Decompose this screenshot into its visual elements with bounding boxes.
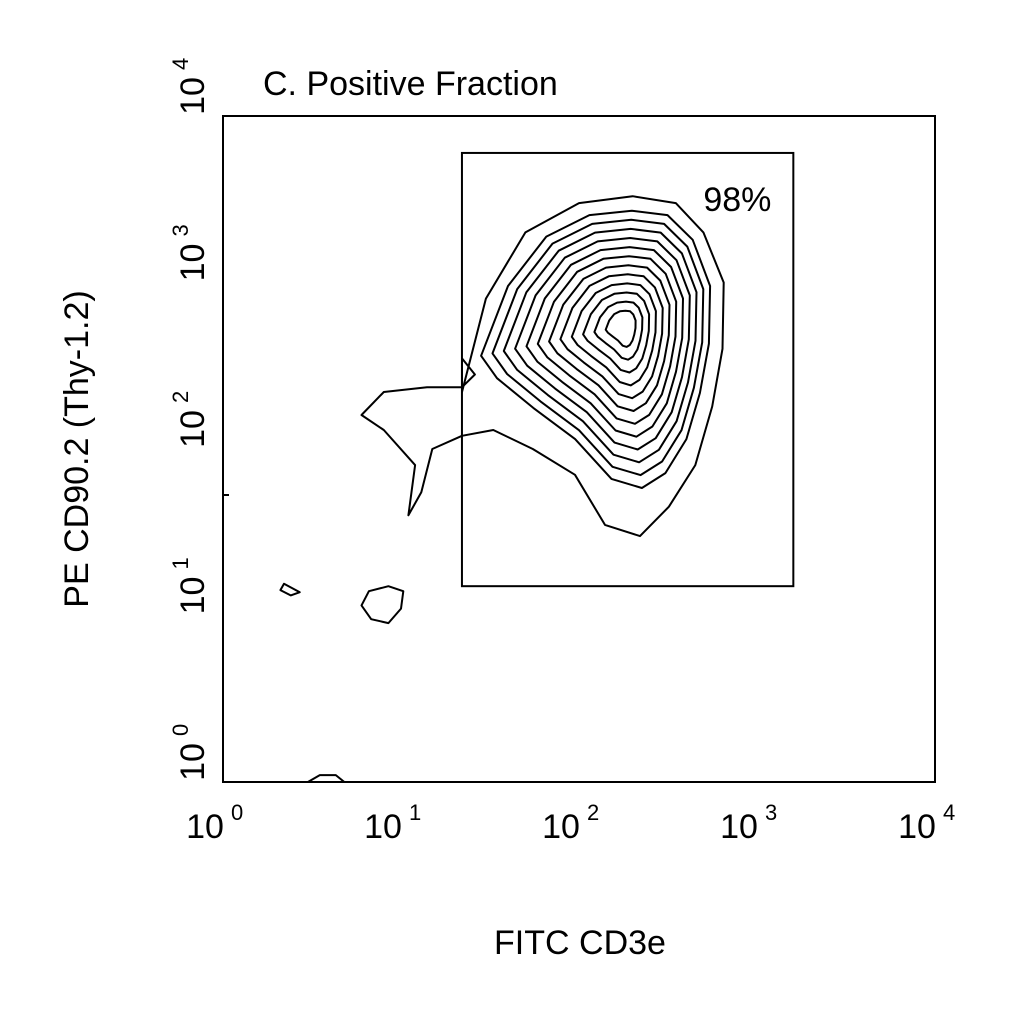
chart-title: C. Positive Fraction [263, 65, 558, 103]
gate-rectangle [460, 151, 795, 588]
y-tick-exponent: 3 [168, 224, 193, 236]
x-axis-label: FITC CD3e [494, 924, 666, 962]
y-tick-label: 10 [174, 577, 212, 615]
x-tick-label: 10 [542, 808, 580, 846]
contour-level-6 [525, 246, 684, 438]
y-tick-exponent: 1 [168, 557, 193, 569]
y-tick-exponent: 4 [168, 58, 193, 70]
x-tick-label: 10 [186, 808, 224, 846]
contour-level-3 [491, 218, 705, 477]
x-axis-ticks: 10 0 10 1 10 2 10 3 10 4 [186, 800, 955, 846]
y-tick-label: 10 [174, 77, 212, 115]
contour-level-10 [570, 282, 657, 387]
plot-frame [222, 115, 936, 783]
contour-level-11 [582, 291, 651, 374]
y-tick-label: 10 [174, 743, 212, 781]
y-tick: 10 3 [168, 224, 212, 281]
contour-level-7 [536, 255, 678, 425]
x-tick-exponent: 0 [231, 800, 243, 825]
y-tick: 10 2 [168, 391, 212, 448]
contour-layer [279, 195, 725, 783]
contour-level-1 [360, 195, 725, 538]
contour-level-9 [559, 273, 664, 400]
y-axis-label: PE CD90.2 (Thy-1.2) [58, 290, 96, 607]
x-tick-label: 10 [364, 808, 402, 846]
y-tick-label: 10 [174, 244, 212, 282]
contour-level-12 [593, 300, 644, 361]
x-tick-exponent: 2 [587, 800, 599, 825]
x-tick-label: 10 [898, 808, 936, 846]
contour-level-13 [604, 309, 637, 348]
contour-level-2 [480, 209, 712, 489]
y-tick-label: 10 [174, 410, 212, 448]
y-tick: 10 0 [168, 724, 212, 781]
gate-layer: 98% [460, 151, 795, 588]
contour-level-8 [548, 264, 671, 412]
y-tick: 10 1 [168, 557, 212, 614]
x-tick-exponent: 1 [409, 800, 421, 825]
x-tick-exponent: 4 [943, 800, 955, 825]
y-axis-ticks: 10 0 10 1 10 2 10 3 10 4 [168, 58, 212, 781]
contour-level-5 [514, 237, 691, 451]
contour-island-2 [279, 582, 301, 597]
x-tick-label: 10 [720, 808, 758, 846]
x-tick-exponent: 3 [765, 800, 777, 825]
y-tick-exponent: 2 [168, 391, 193, 403]
gate-percentage-label: 98% [703, 181, 771, 219]
contour-level-4 [502, 227, 698, 464]
contour-island-3 [306, 774, 346, 783]
y-tick: 10 4 [168, 58, 212, 115]
contour-island-1 [360, 585, 405, 625]
y-tick-exponent: 0 [168, 724, 193, 736]
